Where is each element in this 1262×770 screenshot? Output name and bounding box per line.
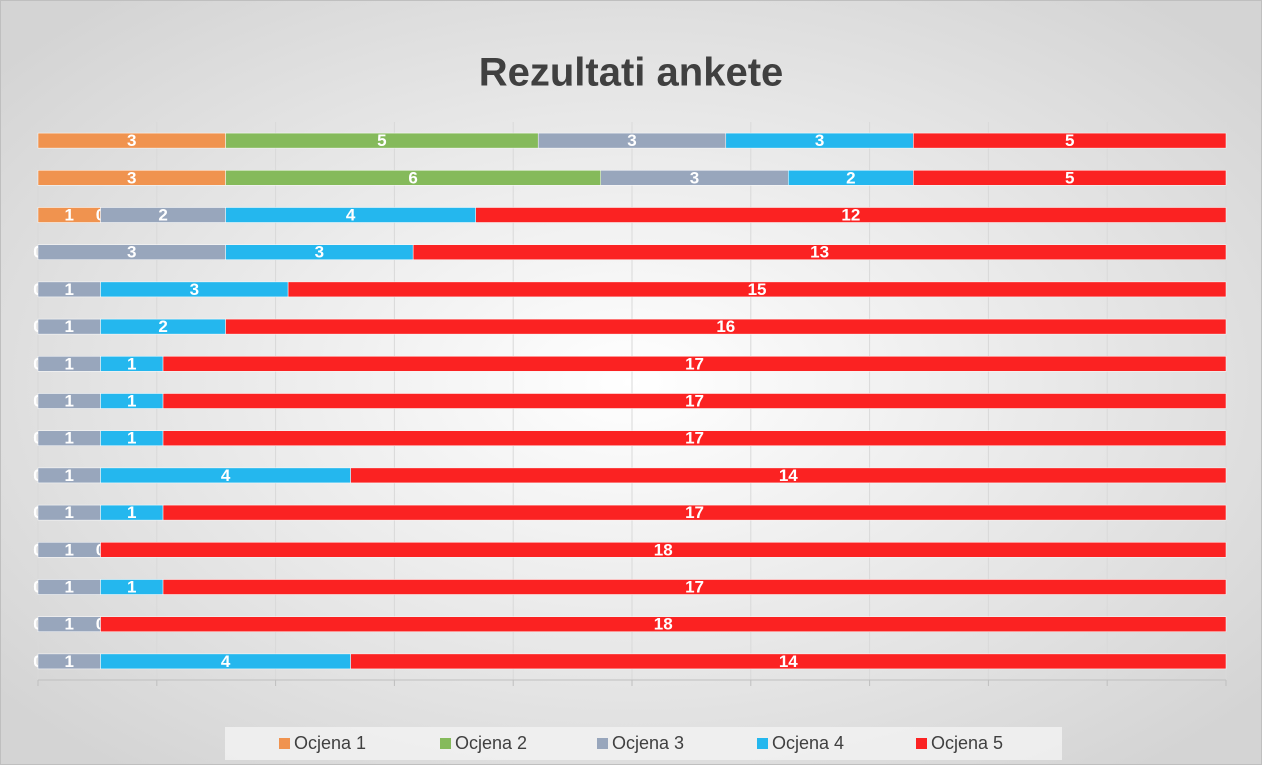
data-label: 1 <box>65 317 74 336</box>
data-label: 2 <box>158 205 167 224</box>
legend-swatch <box>279 738 290 749</box>
bar-segment <box>162 393 1227 409</box>
bar-segment <box>287 281 1227 298</box>
data-label: 1 <box>65 466 74 485</box>
bar-segment <box>475 207 1227 223</box>
data-label: 12 <box>841 205 860 224</box>
data-label: 17 <box>685 429 704 448</box>
data-label: 1 <box>65 391 74 410</box>
data-label: 1 <box>65 615 74 634</box>
bar-segment <box>225 318 1227 335</box>
data-label: 17 <box>685 503 704 522</box>
data-label: 5 <box>1065 168 1074 187</box>
data-label: 18 <box>654 540 673 559</box>
data-label: 17 <box>685 577 704 596</box>
bar-segment <box>100 616 1227 632</box>
data-label: 1 <box>65 652 74 671</box>
bar-segment <box>162 356 1227 372</box>
data-label: 5 <box>377 131 386 150</box>
data-label: 5 <box>1065 131 1074 150</box>
data-label: 14 <box>779 652 798 671</box>
data-label: 16 <box>716 317 735 336</box>
bar-segment <box>913 170 1227 186</box>
data-label: 2 <box>158 317 167 336</box>
legend-label: Ocjena 5 <box>931 733 1003 753</box>
bar-segment <box>350 467 1227 484</box>
data-label: 14 <box>779 466 798 485</box>
data-label: 3 <box>190 280 199 299</box>
data-label: 2 <box>846 168 855 187</box>
data-label: 1 <box>127 503 136 522</box>
chart-title: Rezultati ankete <box>479 51 784 95</box>
bar-segment <box>913 132 1227 149</box>
data-label: 4 <box>221 652 231 671</box>
data-label: 1 <box>65 205 74 224</box>
data-label: 17 <box>685 354 704 373</box>
data-label: 17 <box>685 391 704 410</box>
bar-segment <box>350 653 1227 670</box>
data-label: 3 <box>127 131 136 150</box>
bar-segment <box>100 542 1227 558</box>
data-label: 1 <box>127 354 136 373</box>
legend-swatch <box>757 738 768 749</box>
data-label: 1 <box>127 391 136 410</box>
legend-label: Ocjena 1 <box>294 733 366 753</box>
data-label: 1 <box>127 577 136 596</box>
data-label: 1 <box>65 540 74 559</box>
data-label: 1 <box>65 503 74 522</box>
data-label: 1 <box>65 280 74 299</box>
data-label: 6 <box>408 168 417 187</box>
data-label: 1 <box>127 429 136 448</box>
data-label: 3 <box>127 243 136 262</box>
data-label: 13 <box>810 243 829 262</box>
legend-swatch <box>440 738 451 749</box>
data-label: 3 <box>815 131 824 150</box>
legend-label: Ocjena 3 <box>612 733 684 753</box>
data-label: 4 <box>221 466 231 485</box>
bar-segment <box>162 504 1227 521</box>
data-label: 3 <box>627 131 636 150</box>
data-label: 1 <box>65 429 74 448</box>
data-label: 3 <box>127 168 136 187</box>
bar-segment <box>162 430 1227 446</box>
bar-segment <box>412 244 1227 260</box>
legend-label: Ocjena 4 <box>772 733 844 753</box>
legend-label: Ocjena 2 <box>455 733 527 753</box>
data-label: 1 <box>65 354 74 373</box>
data-label: 3 <box>690 168 699 187</box>
data-label: 4 <box>346 205 356 224</box>
data-label: 18 <box>654 615 673 634</box>
data-label: 3 <box>315 243 324 262</box>
data-label: 1 <box>65 577 74 596</box>
legend-swatch <box>916 738 927 749</box>
legend-swatch <box>597 738 608 749</box>
data-label: 15 <box>748 280 767 299</box>
bar-segment <box>162 579 1227 595</box>
